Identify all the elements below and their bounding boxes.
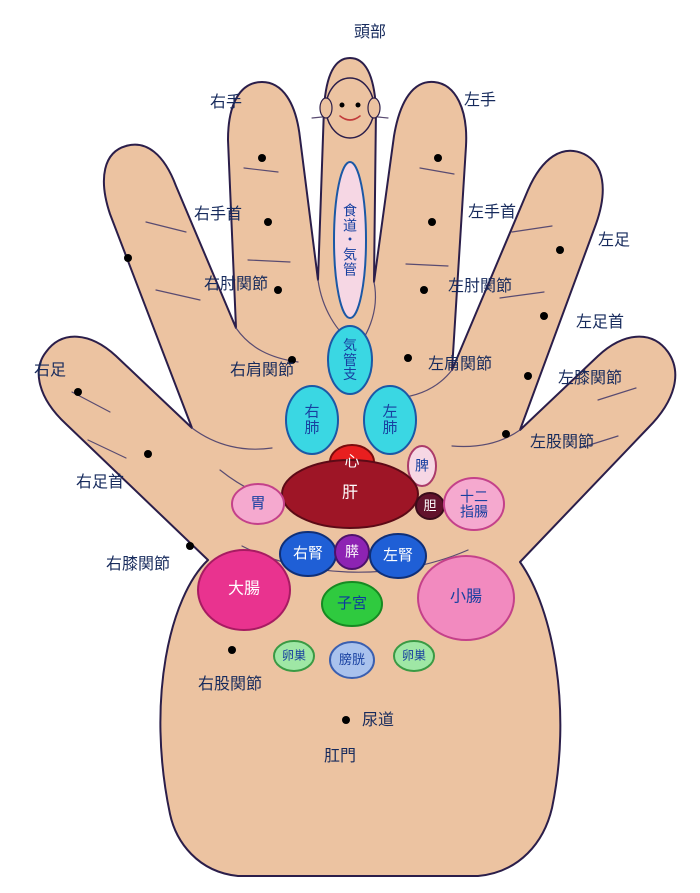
face-eye-right — [340, 103, 345, 108]
organ-small-int — [418, 556, 514, 640]
dot-right-shoulder — [288, 356, 296, 364]
face-head — [326, 78, 374, 138]
organ-bladder — [330, 642, 374, 678]
face-ear-left — [368, 98, 380, 118]
dot-right-elbow — [274, 286, 282, 294]
organ-bronchus — [328, 326, 372, 394]
dot-left-wrist — [428, 218, 436, 226]
organ-left-kidney — [370, 534, 426, 578]
dot-right-knee — [186, 542, 194, 550]
diagram-svg — [0, 0, 700, 893]
dot-urethra — [342, 716, 350, 724]
dot-right-ankle — [144, 450, 152, 458]
face-ear-right — [320, 98, 332, 118]
dot-right-foot — [124, 254, 132, 262]
dot-left-knee — [524, 372, 532, 380]
dot-right-wrist — [264, 218, 272, 226]
face-eye-left — [356, 103, 361, 108]
organ-pancreas — [335, 535, 369, 569]
dot-left-shoulder — [404, 354, 412, 362]
organ-left-lung — [364, 386, 416, 454]
organ-large-int — [198, 550, 290, 630]
organ-ovary-left — [394, 641, 434, 671]
dot-right-foot2 — [74, 388, 82, 396]
organ-stomach — [232, 484, 284, 524]
dot-right-hand — [258, 154, 266, 162]
organ-liver — [282, 460, 418, 528]
organ-duodenum — [444, 478, 504, 530]
dot-left-ankle — [540, 312, 548, 320]
dot-left-foot — [556, 246, 564, 254]
organ-esophagus — [334, 162, 366, 318]
organ-right-lung — [286, 386, 338, 454]
organ-right-kidney — [280, 532, 336, 576]
dot-left-hand — [434, 154, 442, 162]
dot-left-hip — [502, 430, 510, 438]
organ-ovary-right — [274, 641, 314, 671]
organ-uterus — [322, 582, 382, 626]
dot-right-hip — [228, 646, 236, 654]
organ-gallbladder — [416, 493, 444, 519]
dot-left-elbow — [420, 286, 428, 294]
